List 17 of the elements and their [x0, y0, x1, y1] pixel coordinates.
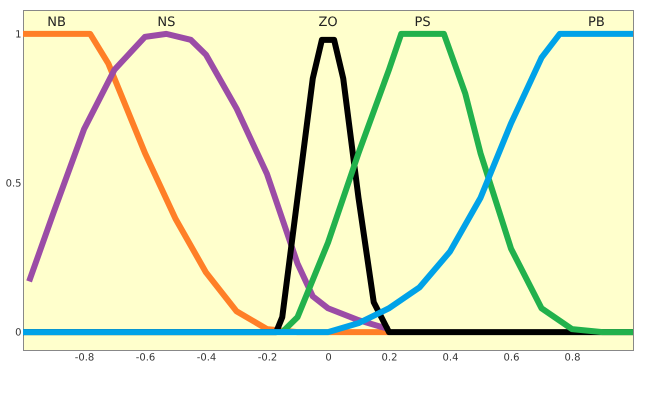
- x-tick-label: 0.6: [504, 352, 520, 364]
- x-tick-label: -0.2: [258, 352, 278, 364]
- x-tick-label: 0.8: [564, 352, 580, 364]
- x-tick-label: -0.6: [136, 352, 156, 364]
- series-label: PB: [588, 15, 605, 30]
- x-tick-label: -0.8: [74, 352, 94, 364]
- series-label: NB: [47, 15, 66, 30]
- series-label: PS: [414, 15, 431, 30]
- x-tick-label: -0.4: [196, 352, 216, 364]
- x-tick-label: 0.4: [442, 352, 458, 364]
- x-tick-label: 0: [325, 352, 332, 364]
- y-tick-label: 0.5: [6, 178, 22, 190]
- series-label: NS: [157, 15, 176, 30]
- x-tick-label: 0.2: [382, 352, 398, 364]
- series-label: ZO: [318, 15, 338, 30]
- y-tick-label: 1: [15, 29, 22, 40]
- y-tick-label: 0: [15, 328, 22, 339]
